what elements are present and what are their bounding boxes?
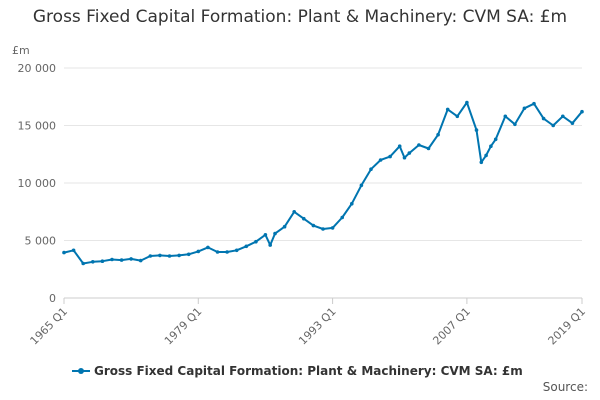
data-point[interactable] — [541, 116, 546, 121]
data-point[interactable] — [397, 144, 402, 148]
data-point[interactable] — [292, 210, 297, 214]
data-point[interactable] — [225, 250, 229, 254]
data-point[interactable] — [378, 158, 383, 162]
data-point[interactable] — [62, 250, 66, 255]
x-tick-label: 1979 Q1 — [162, 305, 205, 348]
data-point[interactable] — [100, 259, 105, 264]
data-point[interactable] — [110, 257, 114, 262]
y-axis-label: £m — [12, 44, 30, 57]
data-point[interactable] — [513, 122, 517, 127]
data-point[interactable] — [489, 144, 493, 148]
data-point[interactable] — [369, 167, 373, 171]
series-layer — [62, 100, 584, 266]
x-tick-label: 1965 Q1 — [28, 305, 71, 348]
data-point[interactable] — [402, 155, 407, 160]
data-point[interactable] — [158, 253, 162, 258]
data-point[interactable] — [580, 109, 584, 114]
data-point[interactable] — [340, 215, 345, 220]
legend[interactable]: Gross Fixed Capital Formation: Plant & M… — [72, 364, 523, 378]
data-point[interactable] — [445, 107, 450, 112]
data-point[interactable] — [282, 224, 287, 229]
data-point[interactable] — [148, 254, 153, 258]
data-point[interactable] — [254, 239, 258, 244]
data-point[interactable] — [417, 143, 421, 147]
data-point[interactable] — [493, 137, 498, 142]
data-point[interactable] — [350, 201, 354, 206]
data-point[interactable] — [268, 243, 273, 247]
data-point[interactable] — [503, 114, 508, 119]
grid-lines — [64, 67, 582, 299]
data-point[interactable] — [215, 250, 220, 254]
data-point[interactable] — [388, 154, 392, 159]
data-point[interactable] — [263, 233, 268, 237]
y-tick-label: 20 000 — [18, 62, 57, 75]
data-point[interactable] — [91, 260, 95, 264]
data-point[interactable] — [359, 183, 364, 188]
x-tick-label: 1993 Q1 — [296, 305, 339, 348]
data-point[interactable] — [570, 121, 575, 125]
data-point[interactable] — [436, 132, 440, 137]
data-point[interactable] — [522, 106, 527, 111]
source-label: Source: — [542, 380, 588, 394]
data-point[interactable] — [532, 101, 536, 106]
data-point[interactable] — [244, 244, 249, 249]
data-point[interactable] — [138, 258, 143, 263]
data-point[interactable] — [474, 128, 479, 132]
data-point[interactable] — [426, 146, 431, 151]
data-point[interactable] — [119, 258, 124, 262]
chart-title: Gross Fixed Capital Formation: Plant & M… — [32, 7, 568, 27]
x-tick-label: 2019 Q1 — [546, 305, 589, 348]
data-point[interactable] — [196, 249, 201, 254]
data-point[interactable] — [206, 245, 210, 250]
y-tick-label: 10 000 — [18, 177, 57, 190]
data-point[interactable] — [479, 160, 484, 165]
data-point[interactable] — [273, 231, 277, 236]
data-point[interactable] — [167, 254, 172, 258]
data-point[interactable] — [551, 123, 555, 128]
x-tick-label: 2007 Q1 — [430, 305, 473, 348]
y-tick-label: 15 000 — [18, 120, 57, 133]
data-point[interactable] — [81, 261, 85, 266]
legend-label: Gross Fixed Capital Formation: Plant & M… — [94, 364, 523, 378]
data-point[interactable] — [129, 257, 133, 261]
data-point[interactable] — [177, 253, 181, 258]
y-tick-label: 0 — [49, 292, 56, 305]
legend-line-marker-icon — [72, 366, 90, 376]
data-point[interactable] — [561, 114, 565, 119]
data-point[interactable] — [330, 226, 335, 230]
data-point[interactable] — [455, 114, 460, 119]
data-point[interactable] — [484, 153, 488, 158]
y-axis-ticks: 0 5 000 10 000 15 000 20 000 — [18, 62, 57, 305]
y-tick-label: 5 000 — [25, 235, 57, 248]
data-point[interactable] — [234, 248, 239, 253]
x-axis-ticks: 1965 Q1 1979 Q1 1993 Q1 2007 Q1 2019 Q1 — [28, 298, 589, 348]
data-point[interactable] — [311, 223, 316, 228]
data-point[interactable] — [71, 248, 76, 253]
data-point[interactable] — [302, 216, 306, 221]
data-point[interactable] — [465, 100, 469, 105]
data-point[interactable] — [321, 227, 325, 231]
data-point[interactable] — [186, 252, 191, 257]
data-point[interactable] — [407, 151, 412, 155]
